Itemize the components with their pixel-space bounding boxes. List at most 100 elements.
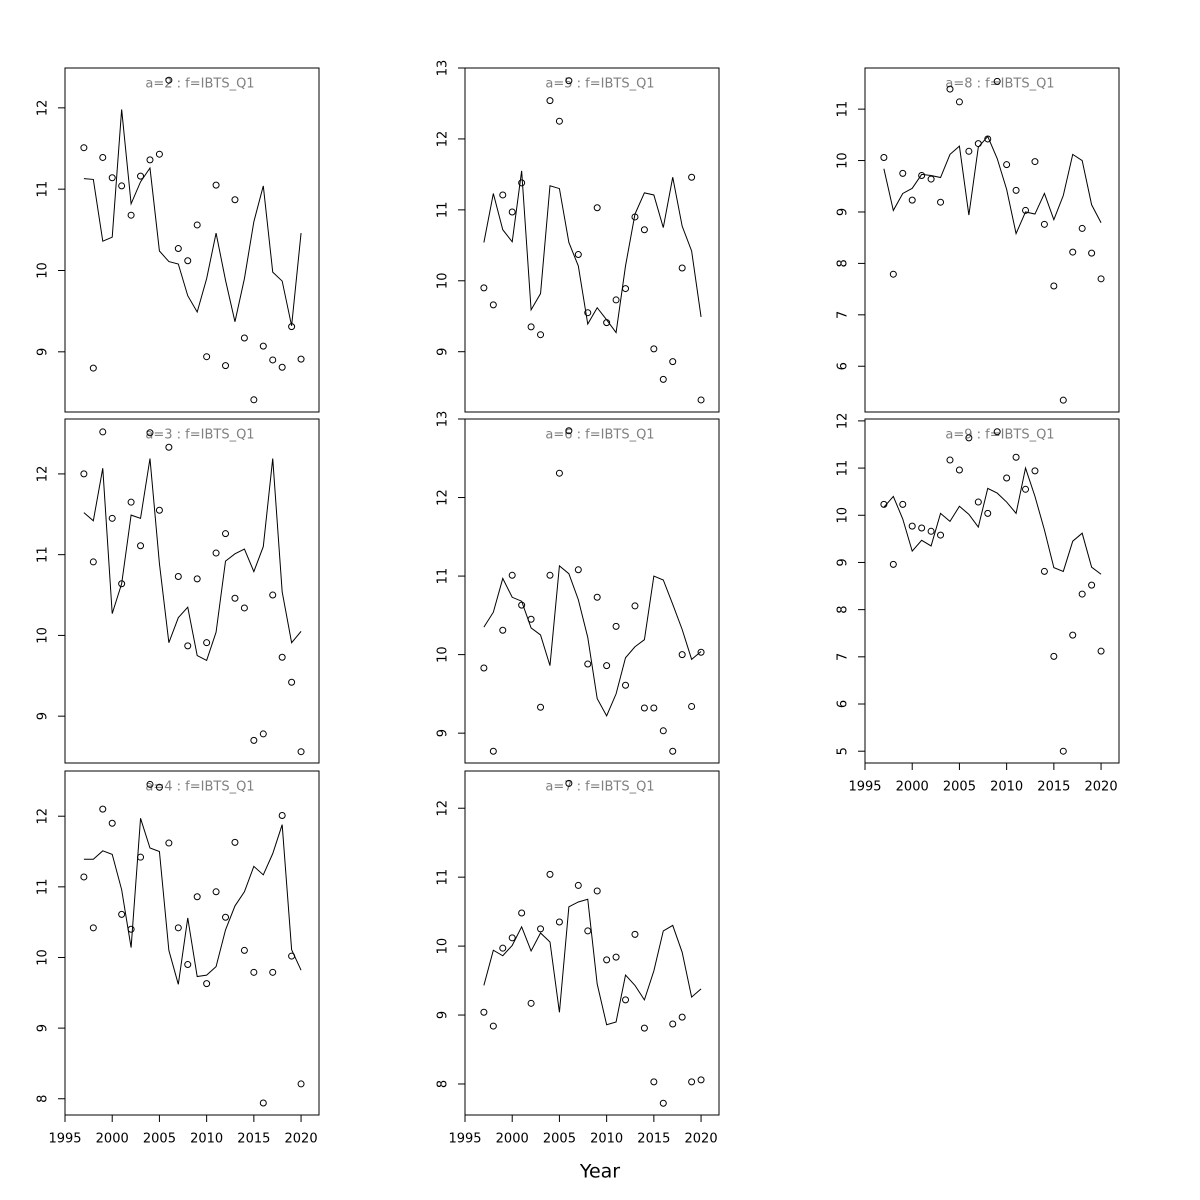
x-tick-label: 2010 [990, 780, 1023, 795]
observed-point [659, 375, 667, 383]
observed-point [937, 198, 945, 206]
x-tick-label: 2005 [943, 780, 976, 795]
observed-point [1097, 647, 1105, 655]
panel-frame [64, 67, 320, 413]
observed-point [899, 500, 907, 508]
x-tick-label: 2020 [285, 1132, 318, 1147]
observed-point [1050, 652, 1058, 660]
observed-point [137, 853, 145, 861]
observed-point [118, 182, 126, 190]
observed-point [1040, 567, 1048, 575]
observed-point [537, 331, 545, 339]
observed-point [212, 181, 220, 189]
observed-point [889, 270, 897, 278]
observed-point [1059, 396, 1067, 404]
observed-point [584, 660, 592, 668]
y-tick-label: 10 [836, 507, 851, 524]
y-tick-label: 7 [836, 311, 851, 319]
panel-frame [464, 67, 720, 413]
observed-point [240, 604, 248, 612]
observed-point [622, 285, 630, 293]
x-tick-label: 2000 [896, 780, 929, 795]
observed-point [212, 888, 220, 896]
observed-point [640, 226, 648, 234]
x-tick-label: 2005 [143, 1132, 176, 1147]
observed-point [1050, 282, 1058, 290]
y-tick-label: 11 [36, 181, 51, 198]
observed-point [155, 150, 163, 158]
observed-point [89, 558, 97, 566]
fitted-line [83, 458, 302, 662]
panel-frame [64, 418, 320, 764]
observed-point [678, 651, 686, 659]
observed-point [80, 470, 88, 478]
observed-point [1003, 161, 1011, 169]
observed-point [89, 364, 97, 372]
fitted-line [883, 466, 1102, 575]
y-tick-label: 11 [36, 546, 51, 563]
observed-point [537, 925, 545, 933]
observed-point [80, 144, 88, 152]
observed-point [1088, 581, 1096, 589]
observed-point [946, 85, 954, 93]
y-tick-label: 9 [436, 348, 451, 356]
observed-point [955, 466, 963, 474]
y-tick-label: 11 [836, 460, 851, 477]
y-tick-label: 8 [436, 1080, 451, 1088]
observed-point [193, 893, 201, 901]
y-tick-label: 12 [836, 413, 851, 430]
observed-point [508, 571, 516, 579]
observed-point [250, 396, 258, 404]
observed-point [489, 1022, 497, 1030]
observed-point [688, 173, 696, 181]
observed-point [278, 653, 286, 661]
observed-point [127, 498, 135, 506]
x-tick-label: 2005 [543, 1132, 576, 1147]
observed-point [222, 362, 230, 370]
observed-point [489, 747, 497, 755]
observed-point [184, 257, 192, 265]
observed-point [927, 527, 935, 535]
y-tick-label: 10 [36, 262, 51, 279]
observed-point [118, 580, 126, 588]
observed-point [565, 427, 573, 435]
observed-point [108, 514, 116, 522]
observed-point [240, 334, 248, 342]
observed-point [1012, 186, 1020, 194]
y-tick-label: 9 [836, 558, 851, 566]
y-tick-label: 10 [436, 273, 451, 290]
observed-point [99, 428, 107, 436]
observed-point [955, 98, 963, 106]
observed-point [622, 996, 630, 1004]
panel-title: a=6 : f=IBTS_Q1 [545, 428, 654, 443]
observed-point [155, 506, 163, 514]
observed-point [174, 924, 182, 932]
observed-point [622, 681, 630, 689]
observed-point [80, 873, 88, 881]
observed-point [508, 934, 516, 942]
observed-point [612, 622, 620, 630]
observed-point [659, 727, 667, 735]
observed-point [108, 819, 116, 827]
y-tick-label: 9 [836, 208, 851, 216]
observed-point [697, 396, 705, 404]
observed-point [108, 174, 116, 182]
observed-point [297, 748, 305, 756]
observed-point [965, 434, 973, 442]
y-tick-label: 11 [436, 869, 451, 886]
observed-point [99, 805, 107, 813]
fitted-line [83, 818, 302, 985]
x-tick-label: 1995 [848, 780, 881, 795]
y-tick-label: 12 [436, 489, 451, 506]
observed-point [527, 615, 535, 623]
observed-point [565, 779, 573, 787]
y-tick-label: 13 [436, 411, 451, 428]
observed-point [118, 910, 126, 918]
observed-point [1031, 158, 1039, 166]
x-tick-label: 2015 [237, 1132, 270, 1147]
observed-point [165, 76, 173, 84]
x-tick-label: 2000 [496, 1132, 529, 1147]
observed-point [631, 602, 639, 610]
observed-point [669, 747, 677, 755]
observed-point [212, 549, 220, 557]
